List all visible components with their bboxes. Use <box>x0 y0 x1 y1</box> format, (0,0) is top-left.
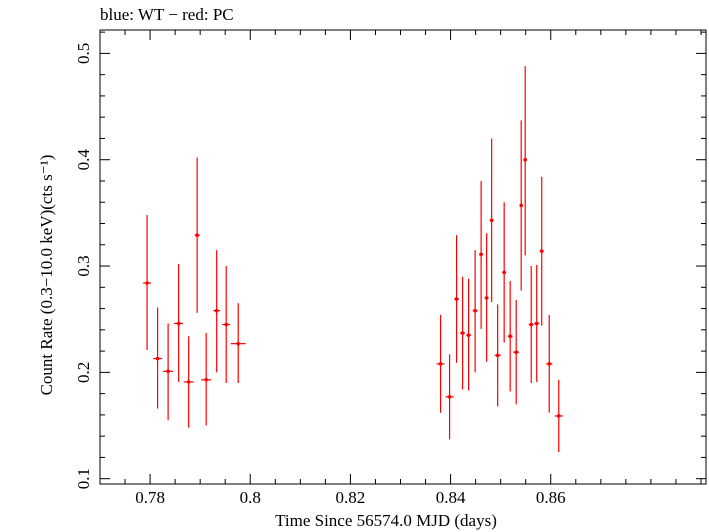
data-point <box>484 233 489 362</box>
point-marker <box>556 414 561 418</box>
point-marker <box>466 333 471 337</box>
x-axis-title: Time Since 56574.0 MJD (days) <box>275 511 497 530</box>
data-point <box>153 307 163 409</box>
data-point <box>230 303 246 383</box>
point-marker <box>529 322 534 327</box>
data-point <box>460 276 466 390</box>
y-axis-title: Count Rate (0.3−10.0 keV)(cts s⁻¹) <box>37 155 56 396</box>
data-point <box>163 323 174 421</box>
point-marker <box>547 362 552 366</box>
data-point <box>194 157 200 313</box>
point-marker <box>523 157 528 162</box>
point-marker <box>519 203 523 208</box>
point-marker <box>479 252 483 257</box>
point-marker <box>224 322 229 327</box>
data-point <box>479 180 484 329</box>
x-tick-label: 0.8 <box>240 488 261 507</box>
x-tick-label: 0.86 <box>536 488 566 507</box>
point-marker <box>145 281 149 285</box>
point-marker <box>502 270 506 275</box>
data-point <box>528 266 534 383</box>
data-point <box>539 176 544 326</box>
chart-annotation: blue: WT − red: PC <box>100 5 234 24</box>
data-point <box>201 333 212 426</box>
plot-frame <box>99 29 707 485</box>
data-point <box>445 354 454 440</box>
tick-labels: 0.78 0.8 0.82 0.84 0.86 0.1 0.2 0.3 0.4 0.5 <box>74 43 566 507</box>
data-point <box>143 215 152 351</box>
point-marker <box>236 341 241 346</box>
y-tick-label: 0.1 <box>74 468 93 489</box>
point-marker <box>514 350 518 354</box>
x-tick-label: 0.78 <box>135 488 165 507</box>
point-marker <box>155 356 160 361</box>
x-tick-label: 0.84 <box>436 488 466 507</box>
y-tick-label: 0.2 <box>74 362 93 383</box>
point-marker <box>204 378 208 382</box>
data-point <box>466 278 472 391</box>
data-point <box>436 314 445 413</box>
point-marker <box>214 308 219 313</box>
data-point <box>174 263 184 382</box>
data-point <box>454 235 460 363</box>
data-point <box>519 120 523 291</box>
y-tick-label: 0.4 <box>74 149 93 171</box>
point-marker <box>489 218 494 223</box>
data-point <box>213 250 221 373</box>
data-point <box>507 280 513 392</box>
point-marker <box>484 296 489 300</box>
point-marker <box>447 395 452 399</box>
data-point <box>489 138 494 303</box>
point-marker <box>454 297 459 301</box>
point-marker <box>166 369 170 374</box>
data-point <box>472 250 478 373</box>
data-point <box>546 314 553 413</box>
point-marker <box>495 353 500 358</box>
point-marker <box>508 334 512 339</box>
data-point <box>502 202 507 343</box>
data-point <box>183 336 194 428</box>
point-marker <box>195 233 199 238</box>
point-marker <box>460 331 465 335</box>
point-marker <box>539 249 544 253</box>
data-point <box>494 304 501 407</box>
x-tick-label: 0.82 <box>336 488 366 507</box>
point-marker <box>438 362 443 366</box>
data-point <box>513 300 520 405</box>
data-point <box>554 379 563 453</box>
point-marker <box>473 308 477 313</box>
y-tick-label: 0.3 <box>74 255 93 276</box>
data-points <box>143 66 563 453</box>
point-marker <box>176 321 181 326</box>
point-marker <box>186 380 191 384</box>
point-marker <box>534 321 539 326</box>
data-point <box>534 264 540 382</box>
ticks <box>99 30 706 484</box>
y-tick-label: 0.5 <box>74 43 93 64</box>
data-point <box>523 66 528 256</box>
data-point <box>222 266 231 383</box>
